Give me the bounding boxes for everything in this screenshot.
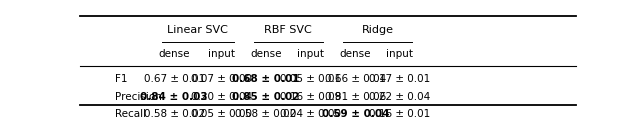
Text: RBF SVC: RBF SVC bbox=[264, 25, 312, 35]
Text: F1: F1 bbox=[115, 74, 127, 84]
Text: Precision: Precision bbox=[115, 92, 161, 102]
Text: Recall: Recall bbox=[115, 109, 146, 119]
Text: 0.17 ± 0.01: 0.17 ± 0.01 bbox=[369, 74, 431, 84]
Text: Ridge: Ridge bbox=[362, 25, 394, 35]
Text: dense: dense bbox=[340, 49, 371, 59]
Text: dense: dense bbox=[159, 49, 190, 59]
Text: 0.81 ± 0.06: 0.81 ± 0.06 bbox=[324, 92, 386, 102]
Text: 0.67 ± 0.01: 0.67 ± 0.01 bbox=[143, 74, 205, 84]
Text: 0.58 ± 0.02: 0.58 ± 0.02 bbox=[143, 109, 205, 119]
Text: input: input bbox=[297, 49, 324, 59]
Text: 0.05 ± 0.00: 0.05 ± 0.00 bbox=[191, 109, 252, 119]
Text: 0.04 ± 0.00: 0.04 ± 0.00 bbox=[280, 109, 341, 119]
Text: 0.59 ± 0.04: 0.59 ± 0.04 bbox=[321, 109, 389, 119]
Text: 0.84 ± 0.03: 0.84 ± 0.03 bbox=[140, 92, 208, 102]
Text: 0.20 ± 0.04: 0.20 ± 0.04 bbox=[191, 92, 252, 102]
Text: input: input bbox=[208, 49, 235, 59]
Text: 0.16 ± 0.09: 0.16 ± 0.09 bbox=[280, 92, 341, 102]
Text: 0.16 ± 0.01: 0.16 ± 0.01 bbox=[369, 109, 431, 119]
Text: 0.05 ± 0.01: 0.05 ± 0.01 bbox=[280, 74, 341, 84]
Text: Linear SVC: Linear SVC bbox=[168, 25, 228, 35]
Text: 0.58 ± 0.02: 0.58 ± 0.02 bbox=[236, 109, 296, 119]
Text: 0.66 ± 0.04: 0.66 ± 0.04 bbox=[324, 74, 386, 84]
Text: 0.85 ± 0.02: 0.85 ± 0.02 bbox=[232, 92, 300, 102]
Text: dense: dense bbox=[250, 49, 282, 59]
Text: 0.22 ± 0.04: 0.22 ± 0.04 bbox=[369, 92, 431, 102]
Text: 0.68 ± 0.01: 0.68 ± 0.01 bbox=[232, 74, 300, 84]
Text: input: input bbox=[387, 49, 413, 59]
Text: 0.07 ± 0.00: 0.07 ± 0.00 bbox=[191, 74, 252, 84]
